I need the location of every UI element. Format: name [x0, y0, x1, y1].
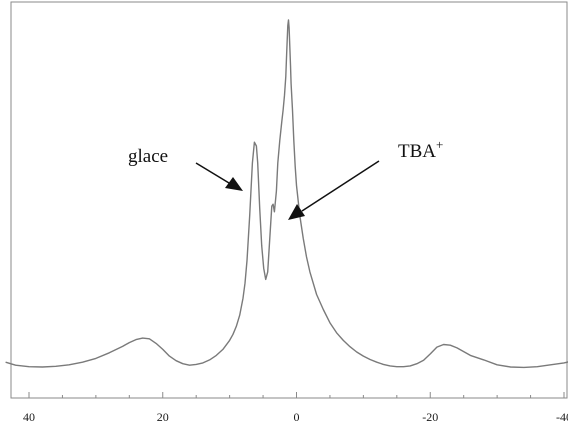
x-axis-tick-labels: 40 20 0 -20 -40 — [23, 410, 568, 424]
annotation-glace-arrow-line — [195, 162, 230, 184]
plot-frame — [10, 1, 568, 399]
annotation-tba-arrowhead — [288, 204, 305, 220]
x-tick-label: -40 — [556, 410, 568, 424]
x-tick-label: 40 — [23, 410, 35, 424]
annotation-tba-text: TBA — [398, 141, 436, 162]
annotation-tba: TBA+ — [398, 137, 443, 162]
annotation-tba-arrow-line — [301, 160, 380, 212]
x-axis-ticks — [28, 392, 565, 398]
x-tick-label: -20 — [422, 410, 438, 424]
annotation-glace-arrowhead — [225, 177, 243, 191]
annotation-tba-superscript: + — [436, 137, 443, 152]
spectrum-line — [5, 19, 568, 369]
x-tick-label: 0 — [294, 410, 300, 424]
x-tick-label: 20 — [157, 410, 169, 424]
annotation-glace: glace — [128, 146, 168, 167]
series-layer — [5, 19, 568, 369]
